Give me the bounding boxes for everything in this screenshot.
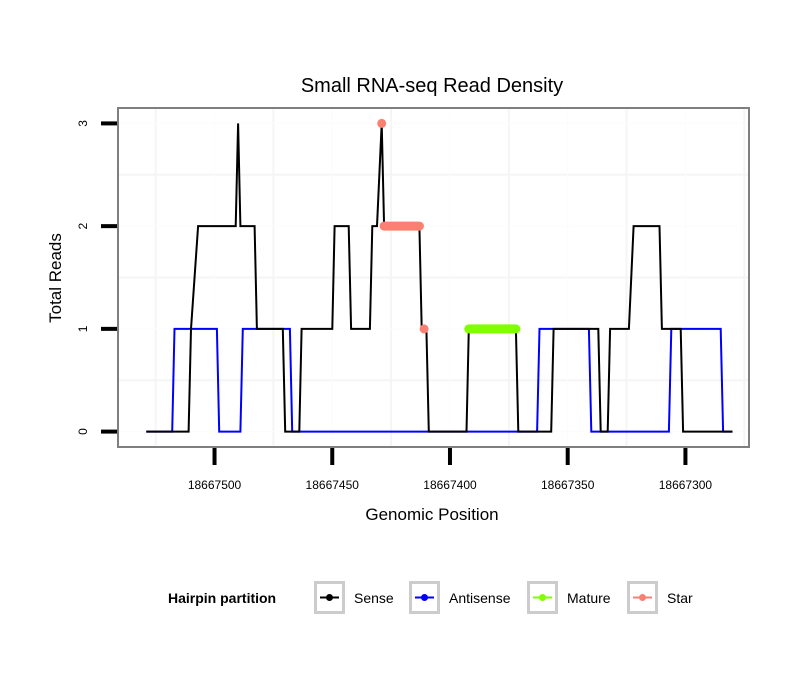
panel-border [117, 107, 750, 448]
legend-key-point [539, 594, 546, 601]
chart-title: Small RNA-seq Read Density [301, 75, 563, 97]
y-axis: 0 1 2 3 [76, 120, 117, 435]
y-tick-label: 0 [76, 428, 90, 435]
x-tick-label: 18667300 [659, 478, 713, 492]
y-tick-label: 3 [76, 120, 90, 127]
x-tick-label: 18667450 [306, 478, 360, 492]
y-tick-label: 1 [76, 325, 90, 332]
legend-key-point [639, 594, 646, 601]
plot-panel [117, 107, 750, 448]
legend-label: Sense [354, 590, 394, 606]
legend-label: Mature [567, 590, 611, 606]
series-lines [146, 118, 733, 433]
legend-item-mature[interactable]: Mature [527, 581, 611, 614]
legend-item-antisense[interactable]: Antisense [409, 581, 511, 614]
legend: Hairpin partition Sense Antisense Mature St… [168, 581, 694, 614]
legend-key-point [326, 594, 333, 601]
legend-title: Hairpin partition [168, 590, 276, 606]
legend-item-sense[interactable]: Sense [314, 581, 394, 614]
x-tick-label: 18667400 [423, 478, 477, 492]
x-axis-title: Genomic Position [365, 505, 498, 524]
x-axis: 18667500 18667450 18667400 18667350 18667300 [188, 448, 713, 492]
legend-label: Star [667, 590, 693, 606]
y-tick-label: 2 [76, 222, 90, 229]
legend-item-star[interactable]: Star [627, 581, 694, 614]
x-tick-label: 18667350 [541, 478, 595, 492]
legend-key-point [421, 594, 428, 601]
legend-label: Antisense [449, 590, 511, 606]
y-axis-title: Total Reads [46, 233, 65, 323]
x-tick-label: 18667500 [188, 478, 242, 492]
